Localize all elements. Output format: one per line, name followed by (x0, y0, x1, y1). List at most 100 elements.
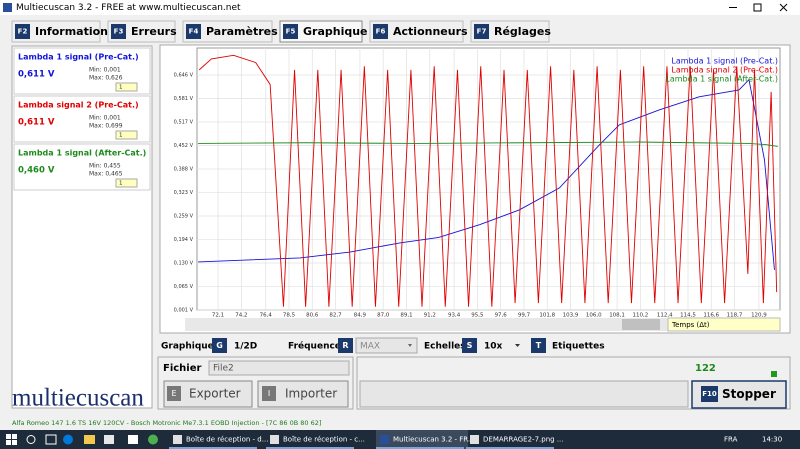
activity-indicator (771, 371, 777, 377)
series-line (198, 78, 775, 270)
file-value: File2 (213, 364, 234, 374)
key-letter: T (536, 341, 542, 350)
chart: 0,001 V 0,065 V 0,130 V 0,194 V 0,259 V 0,323… (174, 47, 781, 319)
close-button[interactable] (779, 3, 788, 12)
key-letter: R (342, 341, 348, 350)
sensor-scale-select[interactable] (115, 130, 138, 140)
app-icon (3, 3, 12, 12)
y-tick-label: 0,065 V (174, 284, 194, 290)
start-button[interactable] (6, 434, 17, 445)
sensor-scale-select[interactable] (115, 82, 138, 92)
tab-label: Erreurs (131, 25, 177, 38)
sensor-name: Lambda 1 signal (After-Cat.) (18, 149, 146, 158)
labels-label: Etiquettes (552, 342, 605, 352)
x-tick-label: 87,0 (377, 313, 390, 319)
taskbar-item-icon (173, 435, 182, 444)
frequency-label: Fréquence (288, 341, 341, 352)
tab[interactable] (369, 20, 464, 43)
tab-key-badge (373, 24, 388, 39)
key-badge (212, 338, 227, 353)
sensor-name: Lambda 1 signal (Pre-Cat.) (18, 53, 139, 62)
y-tick-label: 0,001 V (174, 308, 194, 314)
search-icon[interactable] (26, 435, 36, 444)
taskbar-item-active (376, 430, 468, 449)
file-label: Fichier (163, 363, 202, 374)
x-tick-label: 82,7 (329, 313, 342, 319)
tab-key: F5 (286, 28, 296, 36)
scrollbar-thumb[interactable] (622, 319, 660, 330)
pinned-explorer[interactable] (84, 435, 95, 444)
pinned-chrome[interactable] (148, 434, 158, 445)
stop-key-badge (701, 386, 718, 402)
x-tick-label: 72,1 (212, 313, 224, 319)
sensor-scale-select[interactable] (115, 178, 138, 188)
tab-key: F2 (18, 28, 28, 36)
sensor-min: Min: 0,455 (89, 163, 121, 170)
taskbar-item-icon (270, 435, 279, 444)
scales-label: Echelles (424, 342, 466, 352)
series-line (198, 141, 778, 147)
x-axis-label-box (667, 317, 781, 332)
taskbar-item-underline (266, 447, 354, 449)
tab-label: Paramètres (206, 25, 278, 38)
x-tick-label: 93,4 (448, 313, 461, 319)
x-tick-label: 118,7 (727, 313, 743, 319)
sensor-value: 0,460 V (18, 166, 55, 176)
x-tick-label: 99,7 (518, 313, 531, 319)
tab-key: F3 (114, 28, 124, 36)
y-tick-label: 0,194 V (174, 237, 194, 243)
taskbar-item-underline (169, 447, 257, 449)
x-tick-label: 114,5 (680, 313, 696, 319)
dropdown-arrow (408, 344, 412, 347)
tab-key-badge (15, 24, 30, 39)
taskbar-item-underline (466, 447, 554, 449)
pinned-mail[interactable] (128, 435, 138, 444)
frame-counter: 122 (695, 363, 716, 374)
export-key: E (171, 389, 176, 398)
tab-label: Graphique (303, 25, 368, 38)
tab[interactable] (182, 20, 273, 43)
y-tick-label: 0,646 V (174, 72, 194, 78)
sensor-list: Lambda 1 signal (Pre-Cat.) 0,611 V Min: 0,… (13, 47, 151, 191)
taskbar-item[interactable]: Multiecuscan 3.2 - FR... (393, 436, 475, 444)
frequency-select[interactable] (355, 337, 418, 354)
export-label: Exporter (189, 387, 241, 401)
taskbar-item[interactable]: Boîte de réception - c... (283, 436, 365, 444)
tab[interactable] (279, 20, 363, 43)
clock[interactable]: 14:30 (762, 436, 782, 444)
taskbar-item[interactable]: Boîte de réception - d... (186, 436, 268, 444)
x-tick-label: 97,6 (495, 313, 508, 319)
tab-label: Réglages (494, 25, 551, 38)
pinned-edge[interactable] (63, 434, 73, 445)
dropdown-arrow (515, 344, 520, 347)
maximize-button[interactable] (753, 3, 762, 12)
x-tick-label: 110,2 (632, 313, 648, 319)
stop-key: F10 (702, 390, 717, 398)
y-tick-label: 0,581 V (174, 96, 194, 102)
tab[interactable] (470, 20, 550, 43)
taskbar-item-underline (376, 447, 464, 449)
tab-key-badge (283, 24, 298, 39)
taskbar-item[interactable]: DEMARRAGE2-7.png ... (483, 436, 563, 444)
language[interactable]: FRA (724, 436, 738, 444)
x-tick-label: 89,1 (400, 313, 412, 319)
x-tick-label: 103,9 (563, 313, 579, 319)
tab-key-badge (474, 24, 489, 39)
x-tick-label: 78,5 (283, 313, 296, 319)
sensor-scale: 1 (119, 85, 123, 91)
task-view-icon[interactable] (45, 434, 57, 445)
tab-key: F7 (477, 28, 487, 36)
stop-label: Stopper (722, 387, 776, 401)
tab[interactable] (11, 20, 101, 43)
tab-key-badge (186, 24, 201, 39)
x-tick-label: 101,8 (539, 313, 555, 319)
pinned-store[interactable] (104, 435, 114, 444)
stop-button[interactable] (691, 380, 787, 409)
file-select[interactable] (208, 360, 350, 376)
graphs-value: 1/2D (234, 342, 257, 352)
sensor-value: 0,611 V (18, 70, 55, 80)
y-tick-label: 0,259 V (174, 213, 194, 219)
